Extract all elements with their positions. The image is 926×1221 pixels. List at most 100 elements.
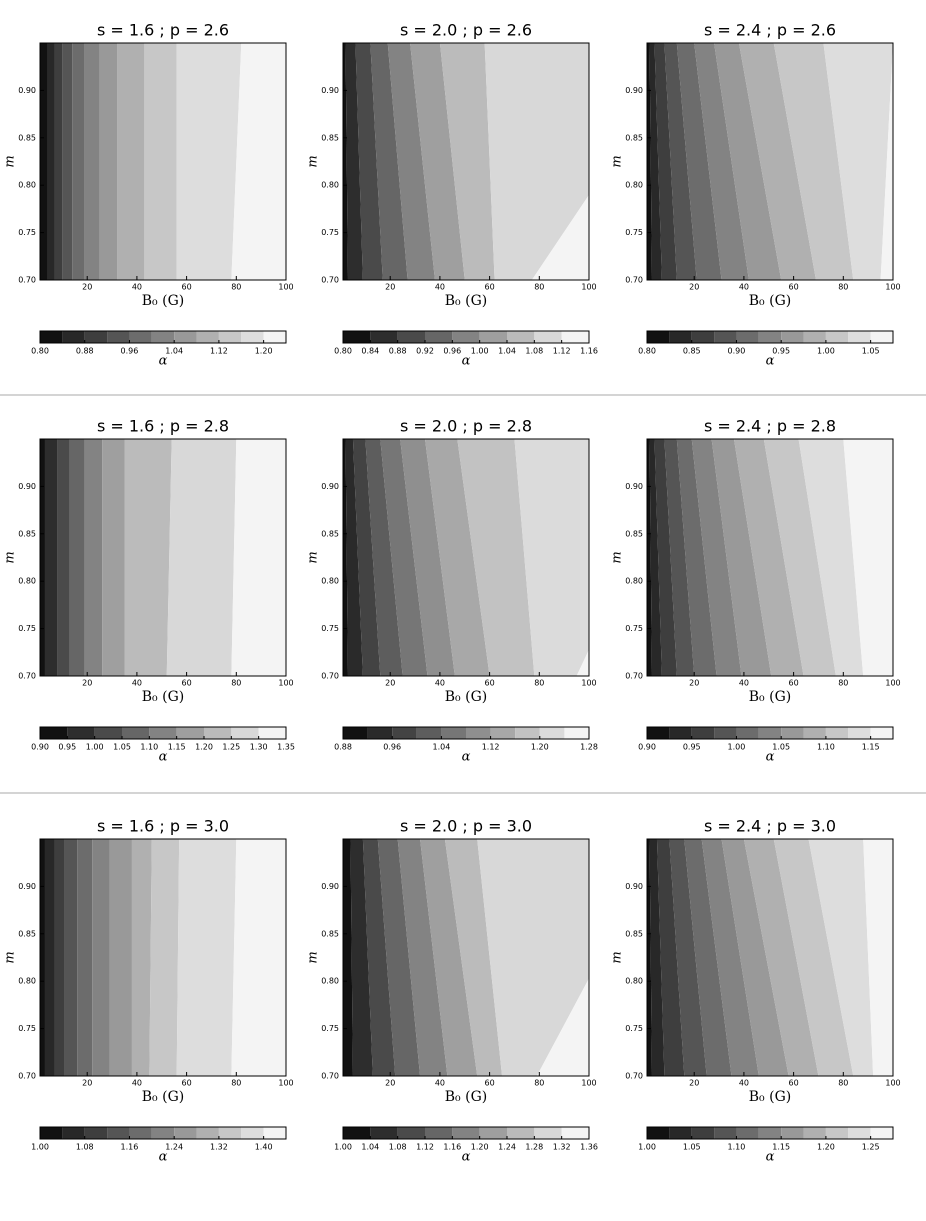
y-tick-label: 0.70 [625,672,643,681]
colorbar-label: α [159,750,168,765]
colorbar-label: α [766,354,775,369]
colorbar-band [825,331,849,343]
colorbar-band [397,1127,425,1139]
colorbar-tick-label: 1.00 [638,1143,656,1152]
colorbar-band [714,1127,737,1139]
colorbar-band [174,331,197,343]
contour-band [69,439,85,676]
contour-band [738,43,816,280]
colorbar-band [515,727,540,739]
colorbar-band [490,727,516,739]
colorbar-band [561,1127,589,1139]
x-tick-label: 40 [132,679,142,688]
contour-band [531,194,589,280]
colorbar-tick-label: 1.25 [862,1143,880,1152]
x-tick-label: 80 [231,283,241,292]
colorbar-band [263,331,286,343]
contour-band [144,43,177,280]
colorbar-tick-label: 0.90 [728,347,746,356]
chart-title: s = 2.4 ; p = 2.8 [704,417,836,436]
y-tick-label: 0.85 [321,529,339,538]
colorbar-tick-label: 1.00 [471,347,489,356]
x-tick-label: 60 [182,679,192,688]
plot-area [40,439,286,676]
colorbar-band [441,727,466,739]
contour-band [649,43,662,280]
contour-band [77,839,93,1076]
x-tick-label: 60 [485,679,495,688]
contour-band [656,839,685,1076]
x-tick-label: 40 [739,679,749,688]
colorbar-band [425,331,453,343]
y-tick-label: 0.90 [625,882,643,891]
x-tick-label: 20 [82,679,92,688]
colorbar-tick-label: 1.20 [817,1143,835,1152]
colorbar-band [425,1127,453,1139]
colorbar-band [343,727,368,739]
colorbar-tick-label: 0.80 [334,347,352,356]
colorbar-band [176,727,204,739]
contour-band [109,839,132,1076]
colorbar-tick-label: 1.12 [482,743,500,752]
x-axis-label: B₀ (G) [445,689,487,705]
x-tick-label: 80 [534,679,544,688]
x-tick-label: 20 [689,679,699,688]
colorbar-band [669,331,692,343]
colorbar-tick-label: 0.95 [683,743,701,752]
colorbar-tick-label: 0.95 [58,743,76,752]
colorbar-tick-label: 1.04 [498,347,516,356]
colorbar-band [669,727,692,739]
colorbar-tick-label: 1.04 [432,743,450,752]
y-tick-label: 0.85 [321,929,339,938]
contour-band [355,43,383,280]
y-tick-label: 0.70 [625,1072,643,1081]
x-tick-label: 80 [534,283,544,292]
contour-band [231,43,286,280]
x-tick-label: 100 [885,679,900,688]
contour-band [843,439,893,676]
colorbar-tick-label: 1.04 [165,347,183,356]
colorbar-band [539,727,565,739]
colorbar-band [870,1127,893,1139]
contour-band [99,43,118,280]
y-tick-label: 0.80 [321,181,339,190]
colorbar-tick-label: 1.16 [580,347,598,356]
colorbar-band [151,331,175,343]
colorbar-tick-label: 0.80 [31,347,49,356]
contour-band [536,978,589,1076]
y-axis-label: m [306,551,321,563]
colorbar-tick-label: 1.10 [728,1143,746,1152]
colorbar-band [870,727,893,739]
y-tick-label: 0.85 [625,529,643,538]
colorbar-band [122,727,150,739]
colorbar-frame [646,1126,894,1140]
contour-band [823,43,893,280]
colorbar-tick-label: 1.05 [683,1143,701,1152]
colorbar-tick-label: 1.20 [471,1143,489,1152]
colorbar-band [84,331,108,343]
colorbar-tick-label: 1.30 [250,743,268,752]
colorbar-band [40,1127,63,1139]
colorbar-band [691,1127,715,1139]
axes-frame [39,838,287,1077]
colorbar-band [392,727,417,739]
y-tick-label: 0.80 [625,977,643,986]
y-axis-label: m [610,951,625,963]
x-axis-label: B₀ (G) [749,1089,791,1105]
y-tick-label: 0.85 [625,133,643,142]
contour-band [84,439,103,676]
contour-band [880,43,893,280]
colorbar-band [803,727,826,739]
x-tick-label: 20 [385,283,395,292]
axes-frame [646,838,894,1077]
colorbar-tick-label: 1.08 [525,347,543,356]
x-tick-label: 80 [231,679,241,688]
y-tick-label: 0.90 [625,482,643,491]
x-tick-label: 20 [82,1079,92,1088]
colorbar-tick-label: 1.12 [416,1143,434,1152]
chart-title: s = 2.0 ; p = 2.6 [400,21,532,40]
colorbar-band [263,1127,286,1139]
colorbar-tick-label: 1.28 [525,1143,543,1152]
x-tick-label: 100 [278,283,293,292]
